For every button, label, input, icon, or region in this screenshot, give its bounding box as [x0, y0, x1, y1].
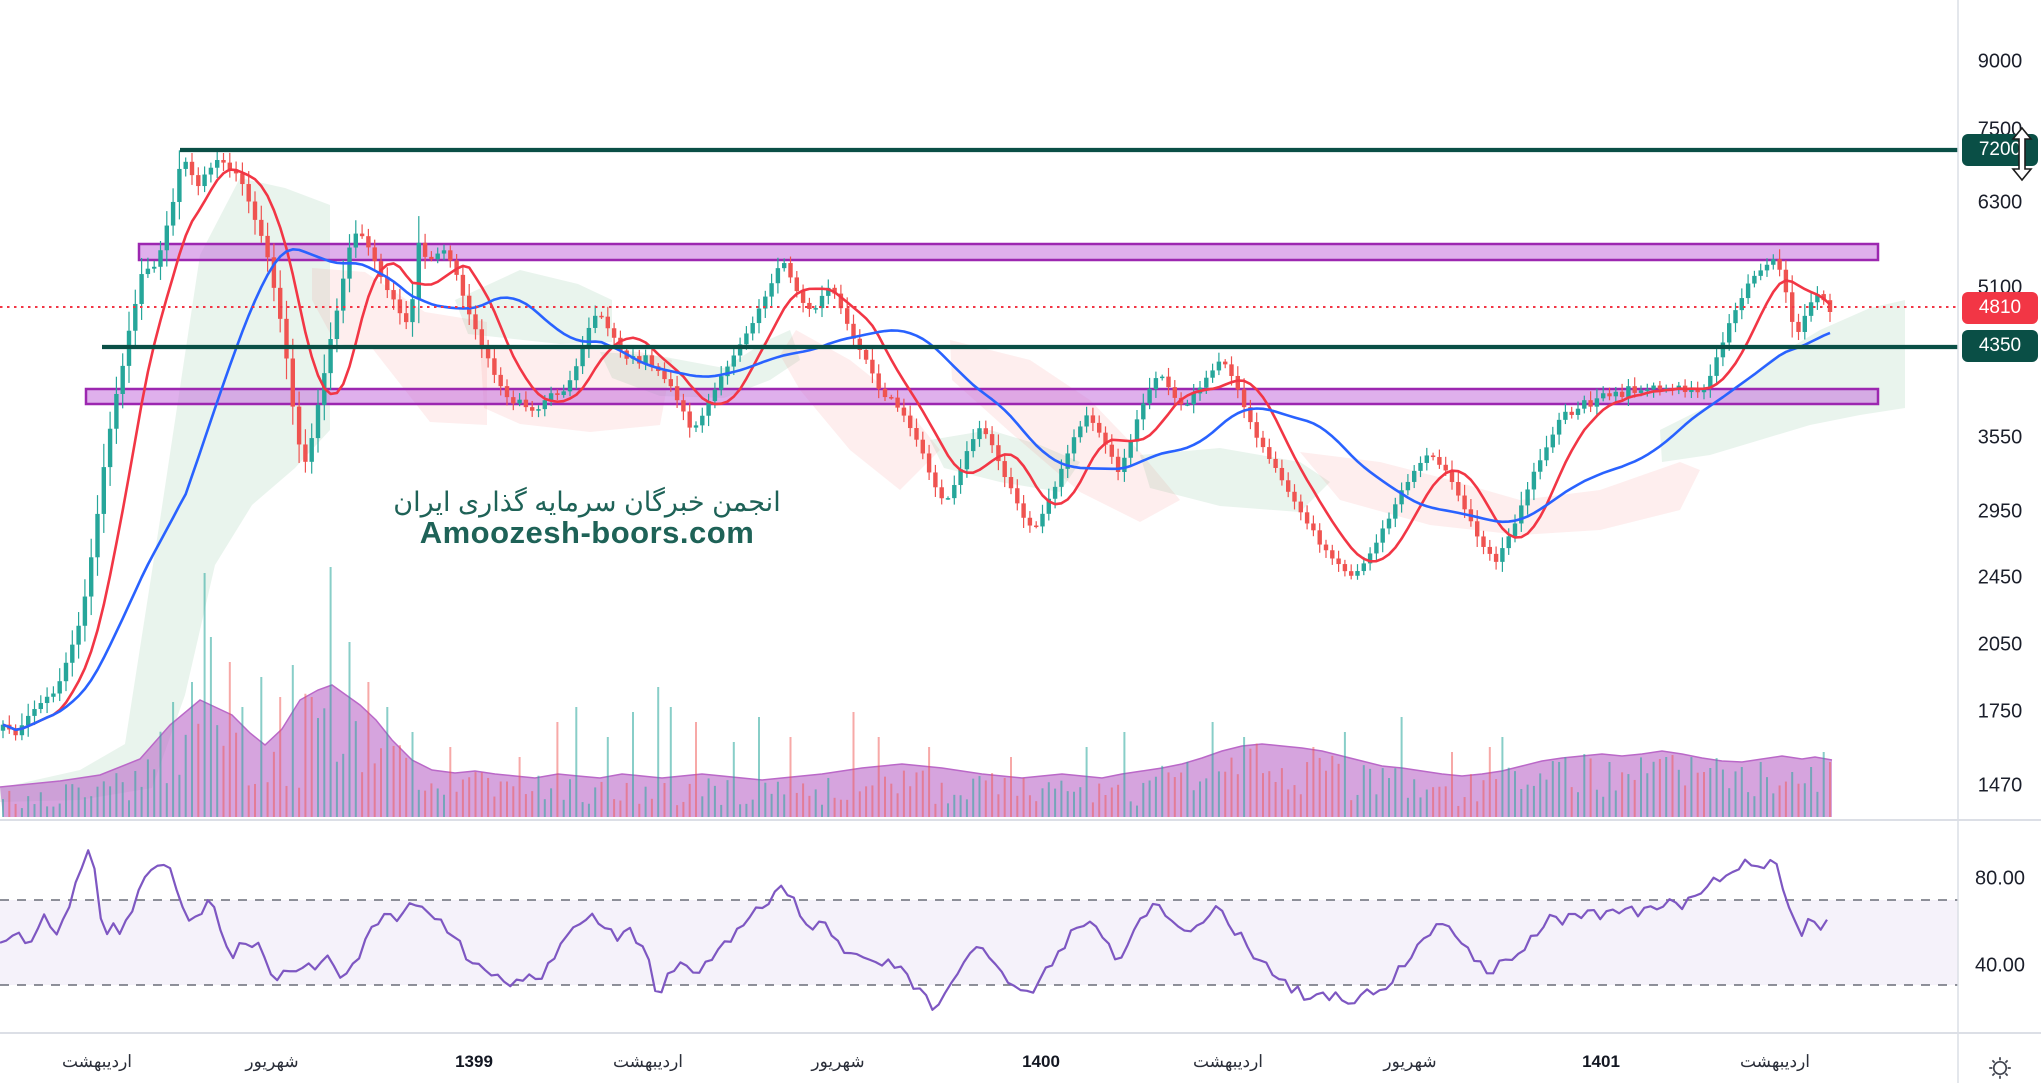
price-flag-last-price[interactable]: 4810: [1962, 292, 2038, 324]
rsi-line: [0, 849, 1828, 1011]
price-flag-support[interactable]: 4350: [1962, 330, 2038, 362]
level-lines[interactable]: [102, 147, 1958, 350]
watermark: انجمن خبرگان سرمایه گذاری ایران Amoozesh…: [327, 487, 847, 549]
watermark-line-fa: انجمن خبرگان سرمایه گذاری ایران: [393, 487, 781, 517]
supply-demand-zones[interactable]: [84, 242, 1880, 406]
rsi-pane: [0, 849, 1958, 1011]
ma-fast-line[interactable]: [2, 168, 1831, 732]
candlestick-series: [0, 150, 1833, 741]
supply-zone: [137, 242, 1880, 262]
resize-cursor-icon: [2011, 126, 2033, 182]
volume-series: [0, 567, 1833, 817]
watermark-line-en: Amoozesh-boors.com: [419, 515, 755, 550]
ma-slow-line[interactable]: [2, 248, 1831, 732]
axis-settings-gear-icon[interactable]: [1986, 1054, 2014, 1082]
demand-zone: [84, 387, 1880, 406]
